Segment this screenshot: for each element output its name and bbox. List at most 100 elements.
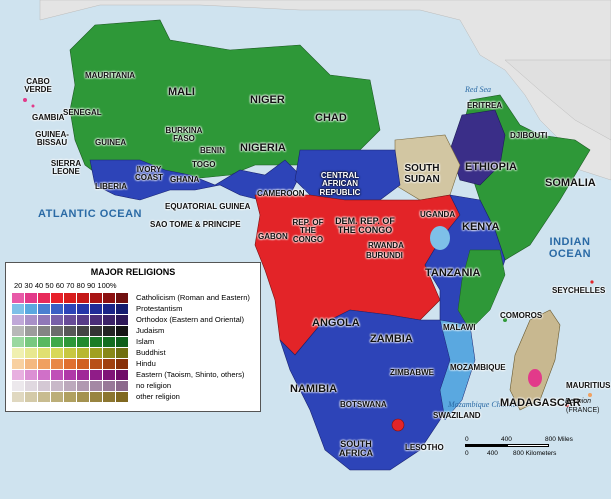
label-lesotho: LESOTHO xyxy=(405,443,444,452)
mozambique-region xyxy=(439,319,476,421)
legend-swatch xyxy=(77,293,89,303)
legend-swatch xyxy=(116,337,128,347)
legend-swatch xyxy=(51,315,63,325)
legend-swatch xyxy=(77,326,89,336)
arabia-land xyxy=(504,59,611,141)
legend-swatch xyxy=(77,304,89,314)
cabo-verde-island xyxy=(23,98,27,102)
legend-swatch xyxy=(51,392,63,402)
seychelles-island xyxy=(590,280,594,284)
legend-swatch xyxy=(103,315,115,325)
legend-swatch xyxy=(116,359,128,369)
legend-swatch xyxy=(25,315,37,325)
legend-swatch xyxy=(12,381,24,391)
legend-swatch xyxy=(12,315,24,325)
legend-swatch xyxy=(12,326,24,336)
scale-miles-800: 800 Miles xyxy=(545,436,573,443)
legend-swatch xyxy=(38,392,50,402)
legend-swatch xyxy=(116,293,128,303)
scale-km-800: 800 Kilometers xyxy=(513,450,557,457)
legend-swatch xyxy=(103,337,115,347)
madagascar-catholic-patch xyxy=(528,369,542,387)
label-cameroon: CAMEROON xyxy=(257,189,305,198)
north-africa-land xyxy=(39,0,611,181)
label-somalia: SOMALIA xyxy=(545,177,596,189)
scale-miles-0: 0 xyxy=(465,436,469,443)
madagascar-island xyxy=(509,309,561,411)
label-sao-tome: SAO TOME & PRINCIPE xyxy=(150,220,241,229)
legend-swatch xyxy=(12,370,24,380)
legend-swatch xyxy=(12,392,24,402)
legend-swatch xyxy=(90,381,102,391)
legend-swatch xyxy=(64,381,76,391)
legend-swatch xyxy=(51,381,63,391)
legend-swatch xyxy=(103,392,115,402)
legend-swatch xyxy=(38,315,50,325)
legend-swatch xyxy=(116,370,128,380)
legend-swatch xyxy=(12,293,24,303)
label-benin: BENIN xyxy=(200,146,225,155)
legend-swatch xyxy=(90,359,102,369)
legend-swatch xyxy=(51,304,63,314)
legend-swatch xyxy=(116,315,128,325)
scale-km-0: 0 xyxy=(465,450,469,457)
scale-bar: 0 400 800 Miles 0 400 800 Kilometers xyxy=(465,436,605,466)
legend-scale: 20 30 40 50 60 70 80 90 100% xyxy=(14,281,117,290)
legend-swatch xyxy=(103,293,115,303)
label-botswana: BOTSWANA xyxy=(340,400,387,409)
legend-swatch xyxy=(25,293,37,303)
label-sierra-leone: SIERRA LEONE xyxy=(50,159,82,177)
legend-swatch xyxy=(77,370,89,380)
label-tanzania: TANZANIA xyxy=(425,267,481,279)
legend-swatch xyxy=(38,304,50,314)
comoros-island xyxy=(503,318,507,322)
label-djibouti: DJIBOUTI xyxy=(510,131,548,140)
reunion-island xyxy=(565,403,569,407)
red-sea-label: Red Sea xyxy=(465,85,491,94)
label-angola: ANGOLA xyxy=(312,317,360,329)
legend-swatch xyxy=(64,326,76,336)
label-guinea: GUINEA xyxy=(95,138,127,147)
legend-swatch xyxy=(38,293,50,303)
legend-swatch xyxy=(51,348,63,358)
label-seychelles: SEYCHELLES xyxy=(552,286,606,295)
legend-item-label: Protestantism xyxy=(136,304,183,313)
label-guinea-bissau: GUINEA-BISSAU xyxy=(35,130,69,148)
label-swaziland: SWAZILAND xyxy=(433,411,481,420)
legend-swatch xyxy=(12,337,24,347)
label-malawi: MALAWI xyxy=(443,323,476,332)
legend-swatch xyxy=(116,304,128,314)
legend-swatch xyxy=(64,337,76,347)
legend-swatch xyxy=(12,359,24,369)
legend-title: MAJOR RELIGIONS xyxy=(90,267,176,277)
lake-victoria xyxy=(430,226,450,250)
mauritius-island xyxy=(588,393,592,397)
label-kenya: KENYA xyxy=(462,221,500,233)
legend-swatch xyxy=(38,326,50,336)
legend-swatch xyxy=(25,348,37,358)
indian-ocean-label: INDIAN OCEAN xyxy=(548,236,592,261)
legend-item-label: Islam xyxy=(136,337,155,346)
legend-swatch xyxy=(12,304,24,314)
label-zambia: ZAMBIA xyxy=(370,333,413,345)
label-reunion-note: (FRANCE) xyxy=(566,407,600,414)
legend-swatch xyxy=(51,337,63,347)
label-zimbabwe: ZIMBABWE xyxy=(390,368,434,377)
legend-swatch xyxy=(51,359,63,369)
legend-item-label: Orthodox (Eastern and Oriental) xyxy=(136,315,245,324)
label-south-africa: SOUTH AFRICA xyxy=(339,439,373,459)
legend-item-label: no religion xyxy=(136,381,172,390)
cabo-verde-island xyxy=(31,104,35,108)
legend-item-label: other religion xyxy=(136,392,180,401)
legend-swatch xyxy=(38,370,50,380)
label-dem-rep-congo: DEM. REP. OF THE CONGO xyxy=(335,216,395,236)
label-reunion: Reunion xyxy=(565,398,592,405)
legend-swatch xyxy=(103,370,115,380)
legend-swatch xyxy=(77,359,89,369)
legend-swatch xyxy=(116,381,128,391)
label-niger: NIGER xyxy=(250,94,285,106)
legend-panel: MAJOR RELIGIONS 20 30 40 50 60 70 80 90 … xyxy=(5,262,261,412)
label-mauritius: MAURITIUS xyxy=(566,381,611,390)
label-senegal: SENEGAL xyxy=(63,108,102,117)
legend-swatch xyxy=(77,337,89,347)
